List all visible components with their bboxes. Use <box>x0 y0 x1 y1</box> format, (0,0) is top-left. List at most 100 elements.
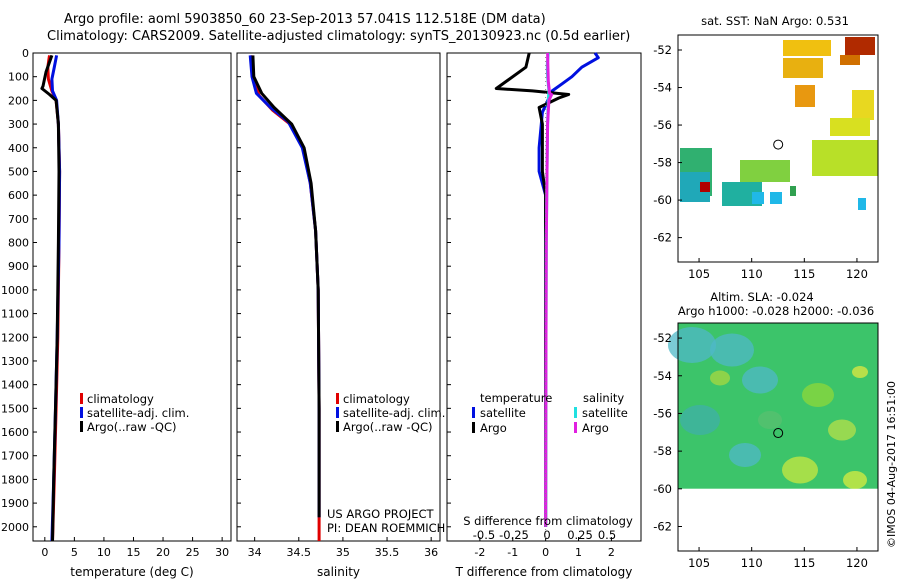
footer-text: PI: DEAN ROEMMICH <box>327 521 445 535</box>
top-axis-label: S difference from climatology <box>463 514 633 528</box>
x-axis-label: T difference from climatology <box>455 565 633 579</box>
map-x-tick-label: 110 <box>741 556 763 570</box>
legend-title: salinity <box>583 391 624 405</box>
map-y-tick-label: -56 <box>653 118 672 132</box>
y-tick-label: 1000 <box>1 284 29 297</box>
plot-frame-salinity <box>236 52 441 542</box>
sst-cell <box>812 140 878 176</box>
legend-swatch <box>472 422 475 433</box>
legend-title: temperature <box>480 391 552 405</box>
legend-label: satellite <box>480 406 526 420</box>
sla-map <box>668 323 878 551</box>
x-tick-label: 10 <box>97 546 111 559</box>
y-tick-label: 1600 <box>1 426 29 439</box>
y-tick-label: 100 <box>8 71 29 84</box>
y-tick-label: 600 <box>8 189 29 202</box>
top-tick-label: -0.25 <box>499 528 529 542</box>
sst-cell <box>700 182 710 192</box>
map-y-tick-label: -54 <box>653 81 672 95</box>
y-tick-label: 200 <box>8 94 29 107</box>
legend-swatch <box>80 393 83 404</box>
x-tick-label: 34 <box>248 546 262 559</box>
legend-label: climatology <box>343 392 410 406</box>
x-tick-label: 35 <box>336 546 350 559</box>
legend-swatch <box>574 407 577 418</box>
sst-cell <box>830 118 870 136</box>
sst-cell <box>795 85 815 107</box>
sla-map-subtitle: Argo h1000: -0.028 h2000: -0.036 <box>678 304 874 318</box>
sst-cell <box>752 192 764 204</box>
sst-map <box>680 37 878 210</box>
legend-label: Argo <box>582 421 609 435</box>
legend-label: satellite-adj. clim. <box>87 406 189 420</box>
sla-blob <box>742 366 778 394</box>
map-y-tick-label: -62 <box>653 231 672 245</box>
y-tick-label: 400 <box>8 142 29 155</box>
top-tick-label: 0.25 <box>567 528 593 542</box>
legend-label: Argo(..raw -QC) <box>87 420 177 434</box>
sla-land-mask <box>678 488 878 551</box>
y-tick-label: 1100 <box>1 308 29 321</box>
legend-label: satellite <box>582 406 628 420</box>
legend-label: satellite-adj. clim. <box>343 406 445 420</box>
map-x-tick-label: 120 <box>846 556 868 570</box>
chart-title-line2: Climatology: CARS2009. Satellite-adjuste… <box>47 29 631 44</box>
x-axis-label: salinity <box>317 565 360 579</box>
sla-blob <box>758 411 782 429</box>
sla-blob <box>680 405 720 435</box>
y-tick-label: 1200 <box>1 331 29 344</box>
map-y-tick-label: -60 <box>653 482 672 496</box>
sst-cell <box>790 186 796 196</box>
x-tick-label: 35.5 <box>375 546 400 559</box>
map-y-tick-label: -54 <box>653 369 672 383</box>
x-tick-label: 5 <box>71 546 78 559</box>
map-y-tick-label: -58 <box>653 156 672 170</box>
y-tick-label: 500 <box>8 165 29 178</box>
map-x-tick-label: 105 <box>688 556 710 570</box>
legend-label: Argo <box>480 421 507 435</box>
plot-frame-difference <box>446 52 642 542</box>
sst-map-title: sat. SST: NaN Argo: 0.531 <box>701 14 849 28</box>
sla-blob <box>828 419 856 441</box>
legend-label: Argo(..raw -QC) <box>343 420 433 434</box>
x-tick-label: 20 <box>156 546 170 559</box>
x-tick-label: 0 <box>542 546 549 559</box>
legend-swatch <box>336 407 339 418</box>
map-x-tick-label: 110 <box>741 267 763 281</box>
x-tick-label: 34.5 <box>287 546 312 559</box>
y-tick-label: 1700 <box>1 450 29 463</box>
chart-title-line1: Argo profile: aoml 5903850_60 23-Sep-201… <box>64 12 546 27</box>
sla-map-title: Altim. SLA: -0.024 <box>710 290 814 304</box>
float-position-marker <box>773 139 784 150</box>
series-line-argo-raw-qc- <box>251 55 321 518</box>
legend-swatch <box>80 421 83 432</box>
footer-text: US ARGO PROJECT <box>327 507 435 521</box>
map-y-tick-label: -56 <box>653 406 672 420</box>
x-tick-label: -2 <box>474 546 485 559</box>
top-tick-label: 0 <box>543 528 550 542</box>
legend-label: climatology <box>87 392 154 406</box>
sst-cell <box>845 37 875 55</box>
x-tick-label: -1 <box>507 546 518 559</box>
map-y-tick-label: -60 <box>653 193 672 207</box>
x-tick-label: 15 <box>126 546 140 559</box>
series-line-s-argo <box>544 52 554 527</box>
x-axis-label: temperature (deg C) <box>70 565 193 579</box>
sla-map-frame <box>677 322 879 552</box>
sla-blob <box>802 383 834 407</box>
sla-blob <box>782 456 818 484</box>
y-tick-label: 300 <box>8 118 29 131</box>
y-tick-label: 1800 <box>1 473 29 486</box>
legend-swatch <box>80 407 83 418</box>
legend-swatch <box>472 407 475 418</box>
sla-blob <box>852 366 868 378</box>
y-tick-label: 900 <box>8 260 29 273</box>
top-tick-label: 0.5 <box>598 528 616 542</box>
sst-map-frame <box>677 34 879 263</box>
sla-blob <box>710 370 730 386</box>
sst-cell <box>852 90 874 120</box>
y-tick-label: 2000 <box>1 521 29 534</box>
legend-swatch <box>336 421 339 432</box>
map-x-tick-label: 115 <box>793 267 815 281</box>
